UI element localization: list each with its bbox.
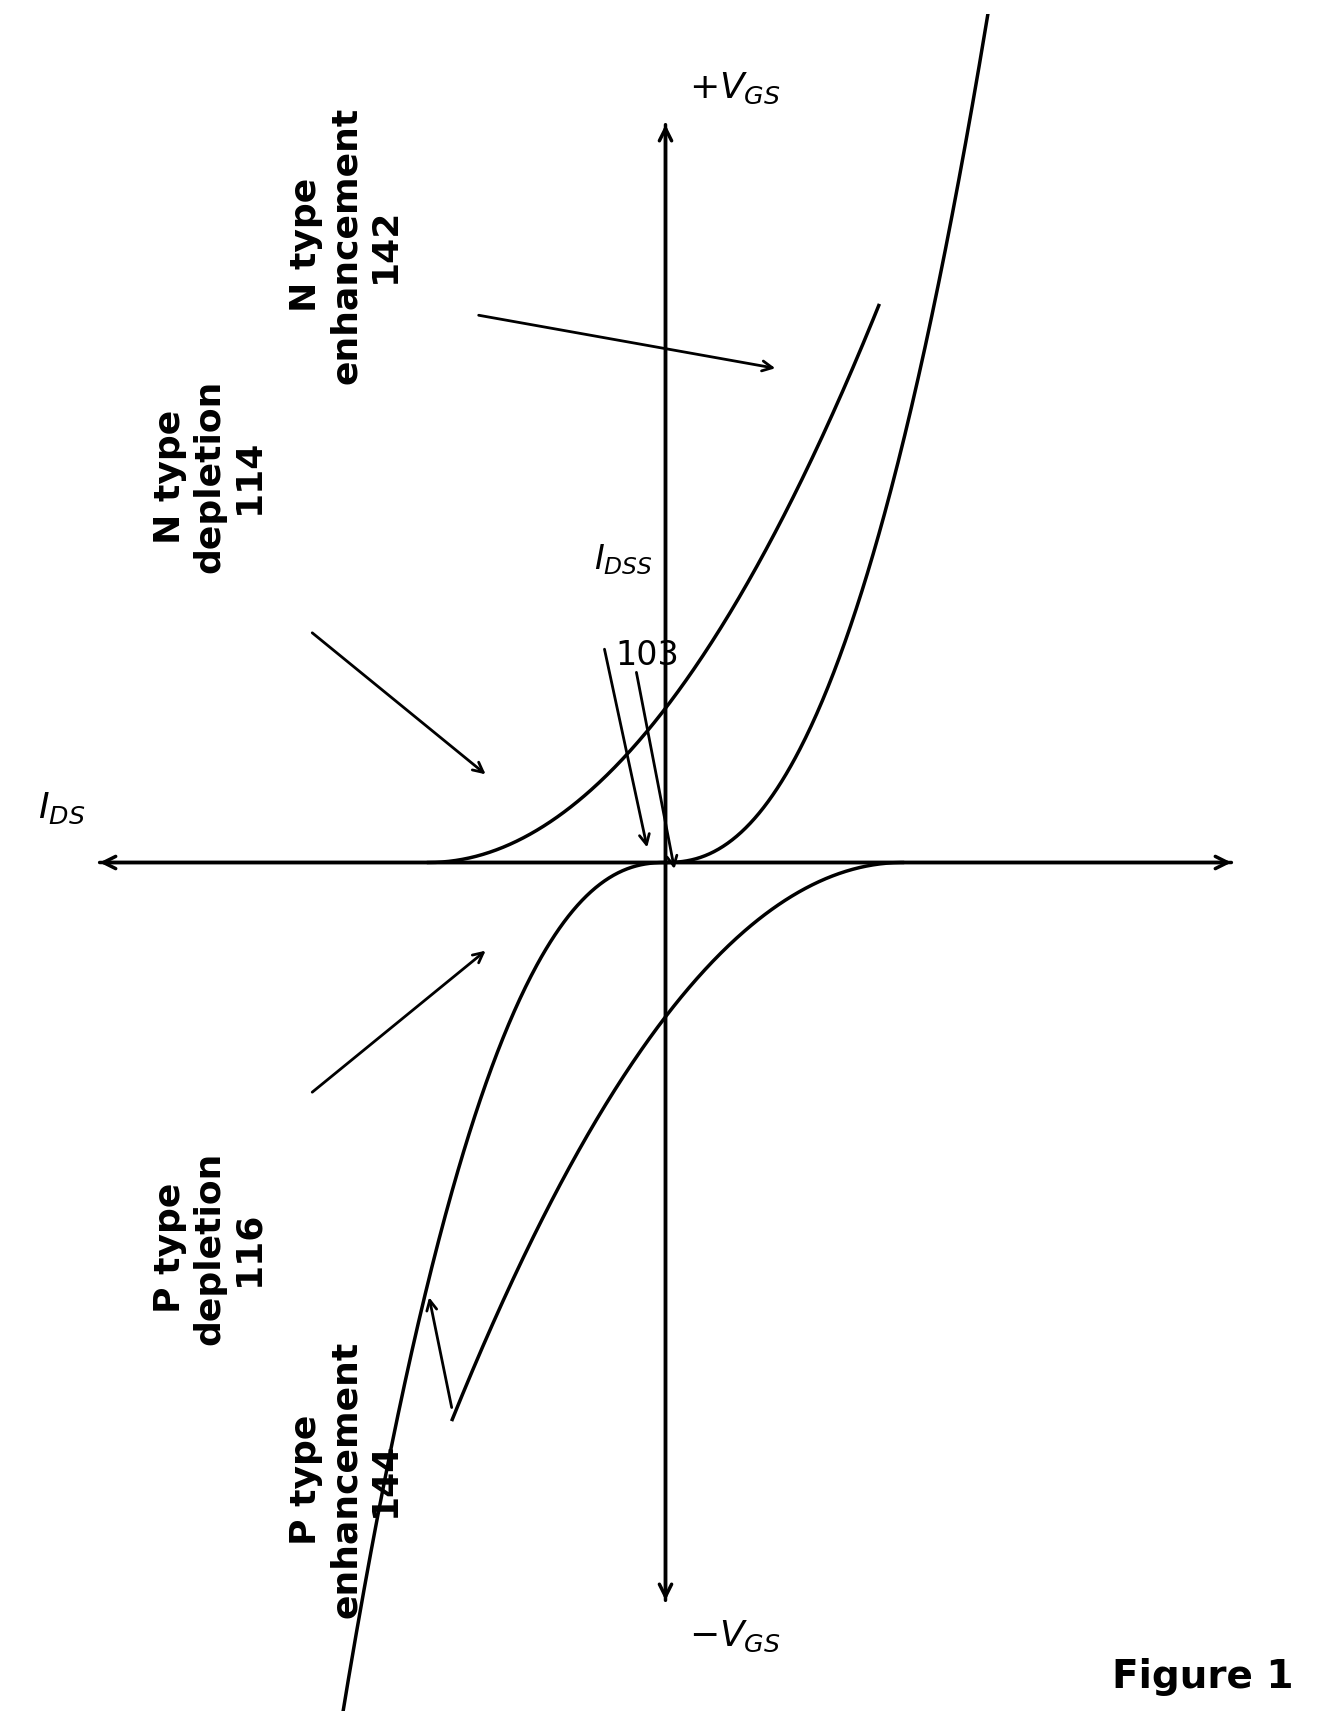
Text: P type
depletion
116: P type depletion 116 — [153, 1152, 266, 1346]
Text: $-V_{GS}$: $-V_{GS}$ — [689, 1618, 781, 1654]
Text: 103: 103 — [616, 638, 680, 671]
Text: P type
enhancement
144: P type enhancement 144 — [289, 1340, 402, 1618]
Text: N type
enhancement
142: N type enhancement 142 — [289, 107, 402, 385]
Text: $+V_{GS}$: $+V_{GS}$ — [689, 71, 781, 107]
Text: $I_{DS}$: $I_{DS}$ — [37, 790, 85, 826]
Text: N type
depletion
114: N type depletion 114 — [153, 380, 266, 573]
Text: $I_{DSS}$: $I_{DSS}$ — [595, 542, 654, 578]
Text: Figure 1: Figure 1 — [1111, 1658, 1294, 1696]
